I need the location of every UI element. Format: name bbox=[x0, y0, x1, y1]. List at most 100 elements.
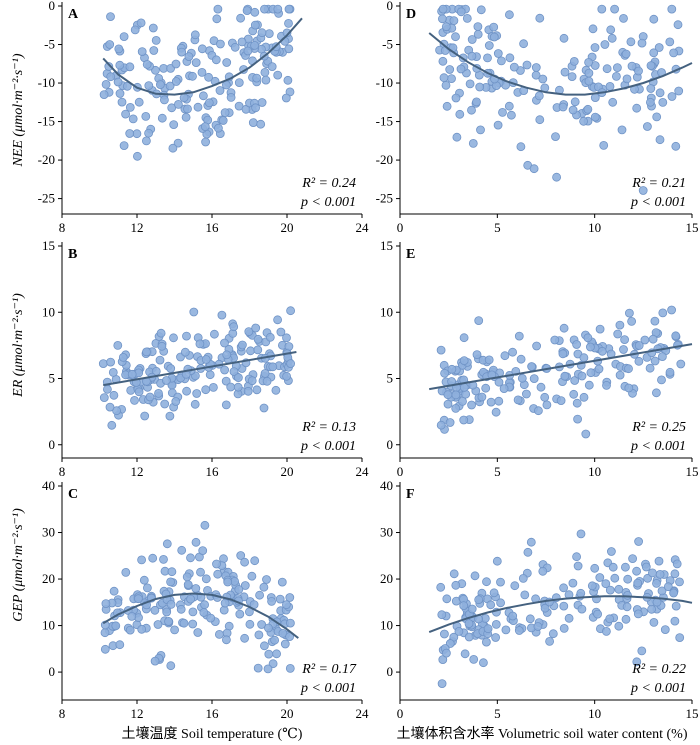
data-point bbox=[273, 70, 283, 80]
data-point bbox=[436, 582, 446, 592]
data-point bbox=[584, 380, 594, 390]
data-point bbox=[529, 374, 539, 384]
data-point bbox=[169, 120, 179, 129]
data-point bbox=[657, 375, 666, 385]
data-point bbox=[634, 537, 643, 546]
data-point bbox=[118, 352, 128, 362]
data-point bbox=[273, 4, 283, 14]
data-point bbox=[240, 633, 250, 643]
data-point bbox=[270, 635, 280, 645]
x-tick-label: 8 bbox=[59, 464, 66, 479]
data-point bbox=[276, 327, 286, 337]
data-point bbox=[647, 604, 656, 614]
data-point bbox=[473, 29, 483, 39]
data-point bbox=[531, 63, 541, 72]
data-point bbox=[529, 164, 539, 174]
p-value-label: p < 0.001 bbox=[300, 195, 356, 210]
data-point bbox=[169, 333, 178, 343]
data-point bbox=[226, 93, 236, 102]
data-point bbox=[282, 333, 291, 343]
data-point bbox=[257, 28, 267, 38]
data-point bbox=[190, 30, 200, 40]
data-point bbox=[283, 75, 293, 85]
data-point bbox=[652, 579, 661, 588]
y-tick-label: 10 bbox=[42, 304, 55, 319]
data-point bbox=[132, 129, 142, 139]
data-point bbox=[235, 609, 245, 619]
data-point bbox=[645, 363, 655, 373]
data-point bbox=[593, 609, 602, 619]
data-point bbox=[473, 22, 483, 32]
data-point bbox=[221, 635, 231, 645]
data-point bbox=[247, 571, 257, 581]
data-point bbox=[240, 581, 250, 590]
data-points bbox=[436, 529, 685, 688]
data-point bbox=[182, 386, 192, 396]
data-point bbox=[165, 411, 175, 421]
data-point bbox=[532, 341, 541, 351]
x-tick-label: 12 bbox=[131, 464, 144, 479]
data-point bbox=[205, 370, 215, 380]
data-point bbox=[579, 353, 589, 363]
data-point bbox=[436, 420, 446, 430]
data-point bbox=[577, 604, 587, 614]
y-axis-title-er: ER (μmol·m⁻²·s⁻¹) bbox=[11, 293, 26, 398]
data-point bbox=[171, 77, 181, 86]
data-point bbox=[602, 64, 612, 74]
y-tick-label: 20 bbox=[42, 571, 55, 586]
x-axis-title-left: 土壤温度 Soil temperature (℃) bbox=[122, 725, 303, 742]
x-tick-label: 0 bbox=[397, 464, 404, 479]
data-point bbox=[252, 73, 262, 83]
data-point bbox=[665, 37, 675, 47]
data-point bbox=[98, 359, 108, 369]
data-point bbox=[182, 572, 192, 582]
data-point bbox=[570, 97, 580, 107]
x-tick-label: 0 bbox=[397, 220, 404, 235]
data-point bbox=[474, 595, 484, 605]
data-point bbox=[514, 331, 524, 341]
data-point bbox=[570, 376, 580, 385]
data-point bbox=[233, 373, 243, 383]
data-point bbox=[201, 355, 211, 364]
data-point bbox=[607, 33, 617, 43]
data-point bbox=[643, 122, 652, 131]
data-point bbox=[159, 555, 168, 564]
data-point bbox=[157, 341, 167, 351]
data-point bbox=[522, 60, 532, 70]
data-point bbox=[262, 376, 272, 386]
data-point bbox=[595, 324, 605, 334]
data-point bbox=[581, 429, 591, 439]
data-point bbox=[663, 582, 673, 592]
data-point bbox=[590, 112, 600, 122]
data-point bbox=[254, 630, 264, 640]
data-point bbox=[286, 359, 296, 369]
data-point bbox=[112, 406, 121, 416]
data-point bbox=[577, 371, 587, 381]
r-squared-label: R² = 0.24 bbox=[301, 176, 356, 191]
y-tick-label: 0 bbox=[387, 437, 394, 452]
data-point bbox=[605, 82, 615, 91]
y-tick-label: 0 bbox=[387, 0, 394, 13]
data-point bbox=[104, 62, 114, 71]
data-point bbox=[198, 546, 208, 555]
data-point bbox=[542, 400, 552, 410]
data-point bbox=[564, 613, 574, 623]
data-point bbox=[627, 61, 637, 71]
data-point bbox=[168, 143, 178, 153]
y-tick-label: -25 bbox=[38, 191, 55, 206]
data-point bbox=[671, 331, 681, 341]
data-point bbox=[442, 594, 452, 604]
data-point bbox=[579, 392, 589, 402]
data-point bbox=[522, 389, 531, 399]
data-point bbox=[106, 12, 115, 22]
data-point bbox=[637, 646, 647, 656]
data-point bbox=[121, 109, 130, 119]
data-point bbox=[134, 387, 144, 397]
data-point bbox=[626, 37, 636, 47]
data-point bbox=[615, 320, 625, 330]
panel-a: -25 -20 -15 -10 -5 0 8 12 16 20 24 A R² = 0.24 p < 0.… bbox=[38, 0, 369, 235]
data-points bbox=[98, 306, 296, 430]
data-point bbox=[587, 581, 597, 591]
data-point bbox=[263, 664, 273, 674]
data-point bbox=[251, 323, 261, 333]
